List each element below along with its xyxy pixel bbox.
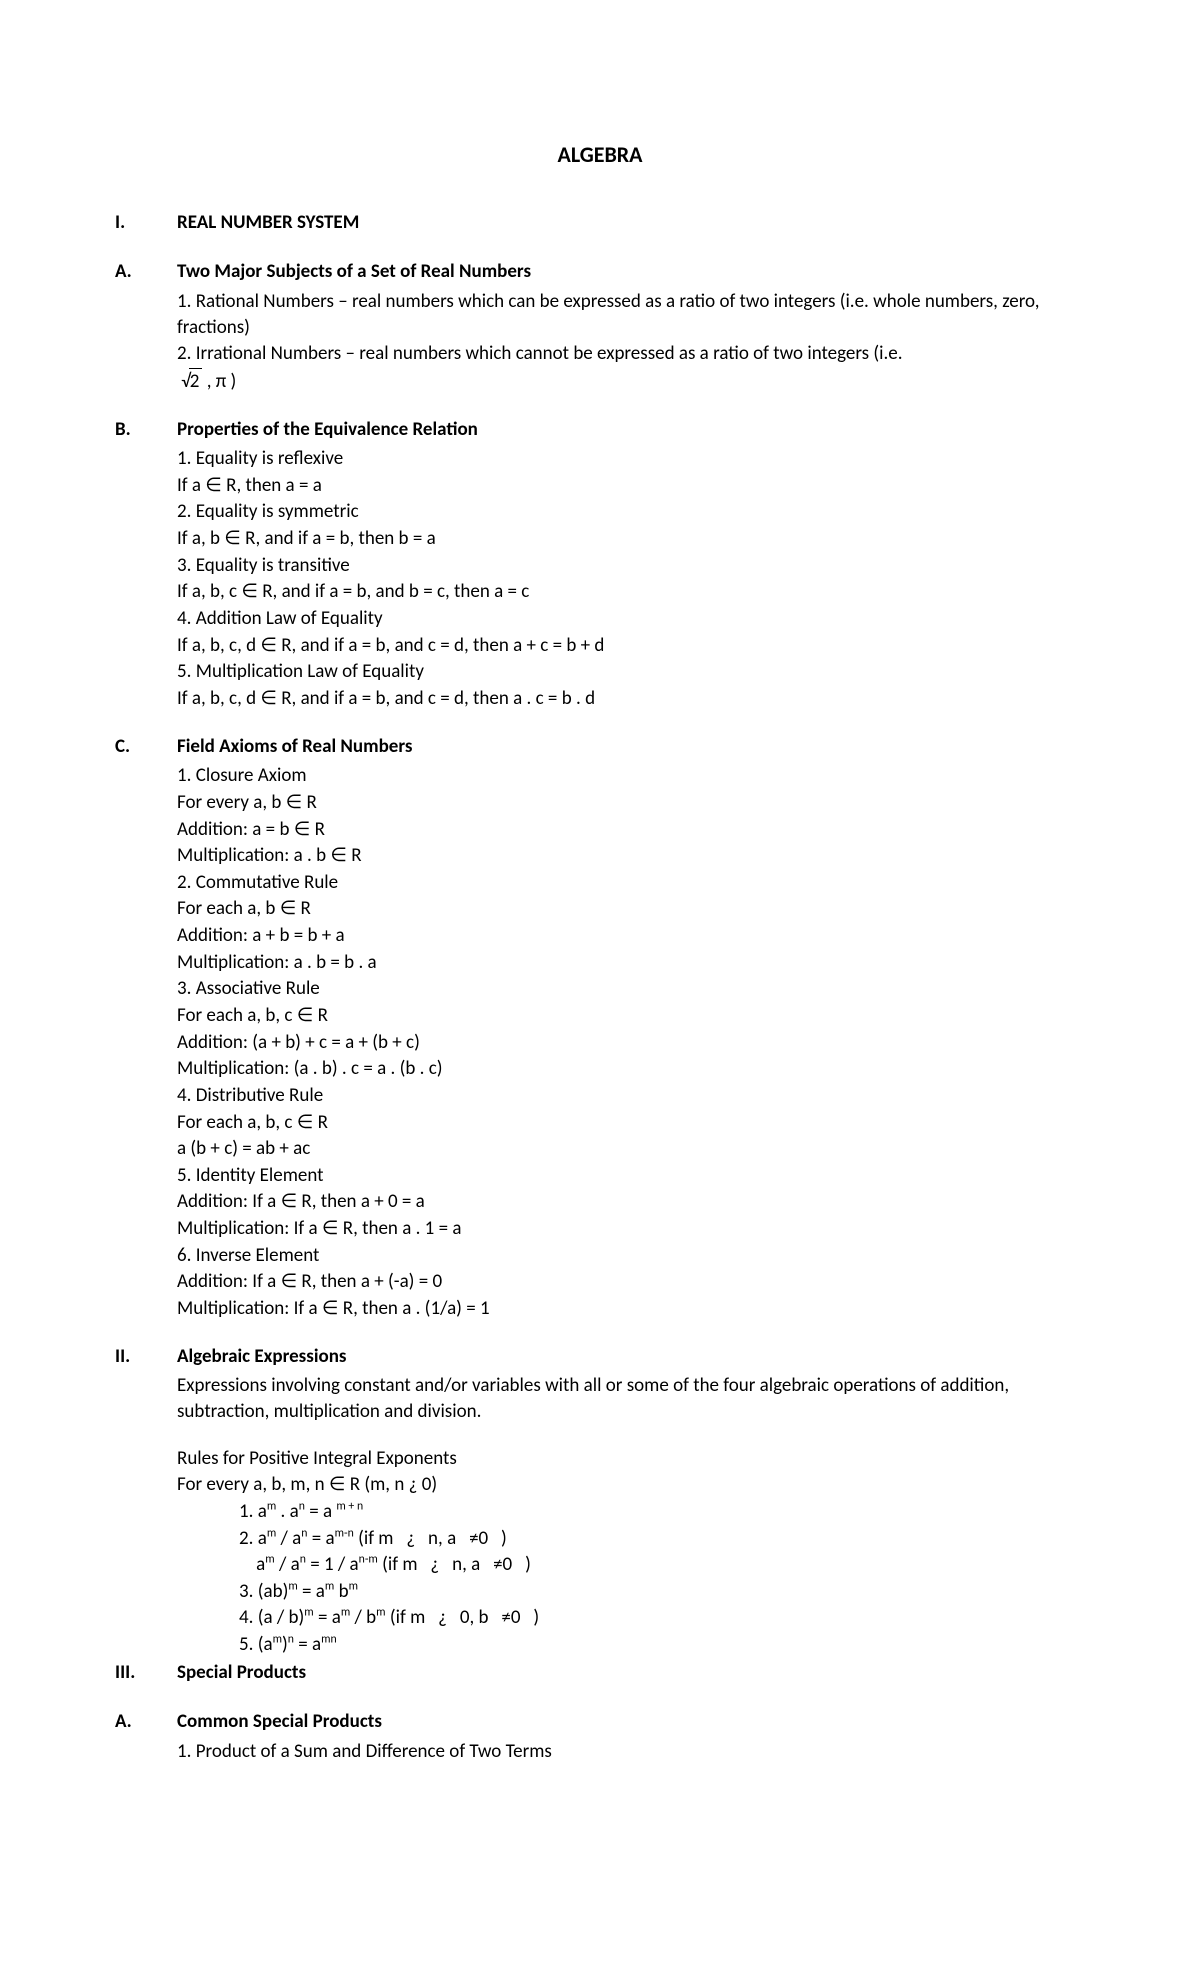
subsection-number: B. (115, 417, 177, 443)
sqrt-value: 2 (189, 368, 203, 395)
body-text: Addition: (a + b) + c = a + (b + c) (177, 1030, 1085, 1056)
body-text: 1. Closure Axiom (177, 763, 1085, 789)
section-3-header: III. Special Products (115, 1660, 1085, 1686)
subsection-number: C. (115, 734, 177, 760)
body-text: 4. Distributive Rule (177, 1083, 1085, 1109)
subsection-a-body: 1. Rational Numbers – real numbers which… (177, 289, 1085, 395)
body-text: Addition: a + b = b + a (177, 923, 1085, 949)
body-text: Multiplication: (a . b) . c = a . (b . c… (177, 1056, 1085, 1082)
body-text: If a, b ∈ R, and if a = b, then b = a (177, 526, 1085, 552)
rule-4: 4. (a / b)m = am / bm (if m ¿ 0, b ≠0 ) (239, 1605, 1085, 1631)
body-text: If a ∈ R, then a = a (177, 473, 1085, 499)
body-text: For each a, b, c ∈ R (177, 1110, 1085, 1136)
section-heading: REAL NUMBER SYSTEM (177, 210, 1085, 236)
subsection-b-header: B. Properties of the Equivalence Relatio… (115, 417, 1085, 443)
subsection-number: A. (115, 259, 177, 285)
rule-1: 1. am . an = a m + n (239, 1499, 1085, 1525)
body-text: 2. Equality is symmetric (177, 499, 1085, 525)
body-text: Addition: If a ∈ R, then a + (-a) = 0 (177, 1269, 1085, 1295)
body-text: 1. Rational Numbers – real numbers which… (177, 289, 1085, 340)
body-text: Addition: If a ∈ R, then a + 0 = a (177, 1189, 1085, 1215)
body-text: For every a, b ∈ R (177, 790, 1085, 816)
body-text: Expressions involving constant and/or va… (177, 1373, 1085, 1424)
section-2-body: Expressions involving constant and/or va… (177, 1373, 1085, 1657)
section-number: I. (115, 210, 177, 236)
body-text: Multiplication: If a ∈ R, then a . 1 = a (177, 1216, 1085, 1242)
body-text: , π ) (202, 370, 236, 393)
section-1-header: I. REAL NUMBER SYSTEM (115, 210, 1085, 236)
subsection-a2-body: 1. Product of a Sum and Difference of Tw… (177, 1739, 1085, 1765)
body-text: If a, b, c, d ∈ R, and if a = b, and c =… (177, 686, 1085, 712)
body-text: 3. Associative Rule (177, 976, 1085, 1002)
page-title: ALGEBRA (115, 140, 1085, 170)
rule-2: 2. am / an = am-n (if m ¿ n, a ≠0 ) (239, 1526, 1085, 1552)
section-number: II. (115, 1344, 177, 1370)
body-text: 2. Irrational Numbers – real numbers whi… (177, 341, 1085, 367)
subsection-heading: Two Major Subjects of a Set of Real Numb… (177, 259, 1085, 285)
body-text: For each a, b ∈ R (177, 896, 1085, 922)
body-text: 2. Commutative Rule (177, 870, 1085, 896)
subsection-c-header: C. Field Axioms of Real Numbers (115, 734, 1085, 760)
body-text: 5. Identity Element (177, 1163, 1085, 1189)
body-text: Multiplication: a . b = b . a (177, 950, 1085, 976)
body-text: 4. Addition Law of Equality (177, 606, 1085, 632)
subsection-heading: Properties of the Equivalence Relation (177, 417, 1085, 443)
subsection-number: A. (115, 1709, 177, 1735)
body-text: If a, b, c ∈ R, and if a = b, and b = c,… (177, 579, 1085, 605)
rule-3: 3. (ab)m = am bm (239, 1579, 1085, 1605)
body-text: 1. Product of a Sum and Difference of Tw… (177, 1739, 1085, 1765)
body-text: a (b + c) = ab + ac (177, 1136, 1085, 1162)
body-text: Multiplication: If a ∈ R, then a . (1/a)… (177, 1296, 1085, 1322)
body-text: 1. Equality is reflexive (177, 446, 1085, 472)
subsection-heading: Common Special Products (177, 1709, 1085, 1735)
body-text: Multiplication: a . b ∈ R (177, 843, 1085, 869)
exponent-rules: 1. am . an = a m + n 2. am / an = am-n (… (239, 1499, 1085, 1658)
body-text: For each a, b, c ∈ R (177, 1003, 1085, 1029)
body-text: 3. Equality is transitive (177, 553, 1085, 579)
section-heading: Special Products (177, 1660, 1085, 1686)
section-number: III. (115, 1660, 177, 1686)
section-heading: Algebraic Expressions (177, 1344, 1085, 1370)
subsection-c-body: 1. Closure Axiom For every a, b ∈ R Addi… (177, 763, 1085, 1321)
body-text: 5. Multiplication Law of Equality (177, 659, 1085, 685)
body-text: √√2 , π ) (177, 368, 1085, 395)
rule-5: 5. (am)n = amn (239, 1632, 1085, 1658)
body-text: Addition: a = b ∈ R (177, 817, 1085, 843)
body-text: For every a, b, m, n ∈ R (m, n ¿ 0) (177, 1472, 1085, 1498)
subsection-a2-header: A. Common Special Products (115, 1709, 1085, 1735)
body-text: If a, b, c, d ∈ R, and if a = b, and c =… (177, 633, 1085, 659)
rule-2b: am / an = 1 / an-m (if m ¿ n, a ≠0 ) (239, 1552, 1085, 1578)
subsection-a-header: A. Two Major Subjects of a Set of Real N… (115, 259, 1085, 285)
body-text: 6. Inverse Element (177, 1243, 1085, 1269)
subsection-heading: Field Axioms of Real Numbers (177, 734, 1085, 760)
body-text: Rules for Positive Integral Exponents (177, 1446, 1085, 1472)
subsection-b-body: 1. Equality is reflexive If a ∈ R, then … (177, 446, 1085, 711)
section-2-header: II. Algebraic Expressions (115, 1344, 1085, 1370)
